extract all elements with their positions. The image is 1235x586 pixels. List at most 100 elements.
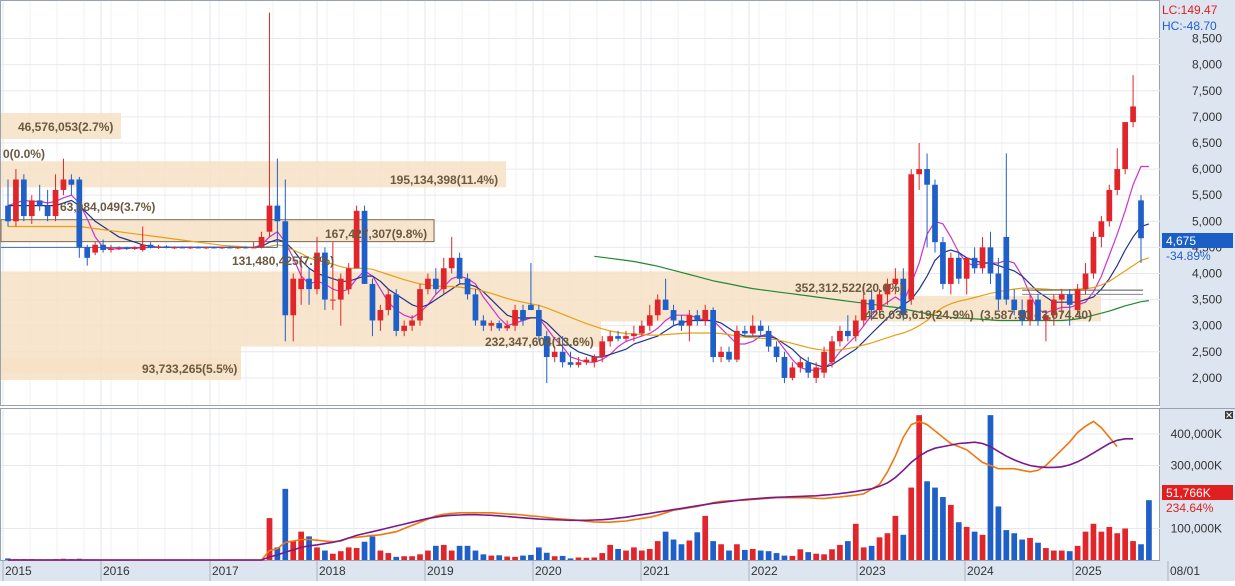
volume-bar [369, 536, 376, 560]
volume-bar [932, 487, 938, 560]
volume-bar [963, 526, 970, 560]
candle-body [908, 174, 915, 300]
volume-bar [1082, 531, 1089, 560]
candle-body [13, 179, 19, 222]
candle-body [987, 247, 994, 274]
candle-body [900, 278, 907, 316]
candle-body [100, 244, 106, 250]
volume-bar [1130, 541, 1136, 560]
volume-bar [551, 556, 558, 560]
volume-bar [361, 541, 368, 560]
candle-body [155, 246, 162, 248]
volume-bar [781, 555, 788, 560]
candle-body [844, 330, 851, 337]
candle-body [1114, 169, 1121, 190]
volume-bar [662, 531, 669, 560]
volume-bar [797, 549, 804, 560]
candle-body [44, 205, 51, 217]
price-tick-label: 3,500 [1192, 293, 1222, 307]
candle-body [599, 341, 606, 358]
volume-bar [726, 550, 732, 560]
candle-body [1027, 299, 1033, 321]
candle-body [1122, 122, 1129, 170]
last-volume-badge [1162, 485, 1233, 500]
volume-bar [1003, 530, 1010, 560]
volume-bar [607, 544, 614, 560]
candle-body [203, 247, 209, 249]
candle-body [837, 330, 843, 342]
candle-body [322, 252, 328, 300]
volume-bar [686, 540, 693, 560]
candle-body [195, 247, 202, 249]
candle-body [813, 367, 820, 378]
time-tick-label: 2025 [1075, 564, 1102, 578]
volume-bar [1074, 545, 1081, 560]
candle-body [916, 169, 923, 175]
candle-body [1043, 315, 1049, 321]
candle-body [1130, 106, 1136, 123]
volume-bar [813, 553, 820, 560]
volume-tick-label: 100,000K [1171, 522, 1222, 536]
volume-bar [623, 550, 629, 560]
volume-bar [821, 554, 827, 560]
time-tick-label: 2018 [319, 564, 346, 578]
volume-profile-label: 63,084,049(3.7%) [60, 200, 155, 214]
candle-body [219, 247, 225, 249]
volume-bar [480, 554, 487, 560]
candle-body [631, 333, 637, 337]
volume-bar [1066, 551, 1073, 560]
candle-body [654, 299, 661, 316]
volume-bar [631, 547, 637, 560]
candle-body [662, 299, 669, 311]
candle-body [995, 273, 1002, 300]
volume-bar [844, 541, 851, 560]
candle-body [1003, 236, 1010, 300]
candle-body [472, 294, 479, 321]
candle-body [591, 357, 598, 363]
volume-bar [694, 532, 701, 560]
time-tick-label: 2022 [751, 564, 778, 578]
candle-body [116, 247, 122, 249]
candle-body [187, 247, 194, 249]
candle-body [757, 325, 764, 331]
candle-body [496, 323, 503, 329]
volume-bar [329, 553, 336, 560]
candle-body [211, 247, 217, 249]
time-tick-label: 2019 [427, 564, 454, 578]
volume-bar [837, 544, 843, 560]
volume-bar [520, 555, 526, 560]
volume-bar [924, 481, 930, 560]
candle-body [480, 320, 487, 326]
volume-bar [504, 556, 511, 560]
volume-profile-band [1, 295, 1101, 322]
volume-bar [646, 548, 653, 560]
candle-body [250, 247, 257, 249]
volume-bar [615, 548, 621, 560]
volume-bar [559, 555, 566, 560]
candle-body [702, 310, 709, 321]
candle-body [1082, 273, 1089, 290]
candle-body [876, 294, 883, 311]
price-tick-label: 6,500 [1192, 136, 1222, 150]
candle-body [765, 330, 772, 347]
candle-body [726, 351, 732, 360]
volume-bar [512, 556, 518, 560]
volume-bar [971, 531, 978, 560]
volume-bar [1011, 533, 1018, 560]
price-tick-label: 3,000 [1192, 319, 1222, 333]
candle-body [797, 362, 804, 368]
volume-profile-label: 46,576,053(2.7%) [18, 120, 113, 134]
candle-body [258, 236, 265, 248]
candle-body [306, 278, 312, 290]
volume-bar [908, 487, 915, 560]
volume-bar [1146, 500, 1152, 560]
candle-body [92, 244, 99, 253]
volume-bar [947, 504, 954, 560]
candle-body [464, 278, 471, 295]
candle-body [163, 246, 170, 248]
candle-body [868, 299, 875, 311]
volume-bar [417, 554, 423, 560]
candle-body [646, 315, 653, 326]
volume-bar [852, 523, 859, 560]
volume-bar [543, 552, 550, 560]
